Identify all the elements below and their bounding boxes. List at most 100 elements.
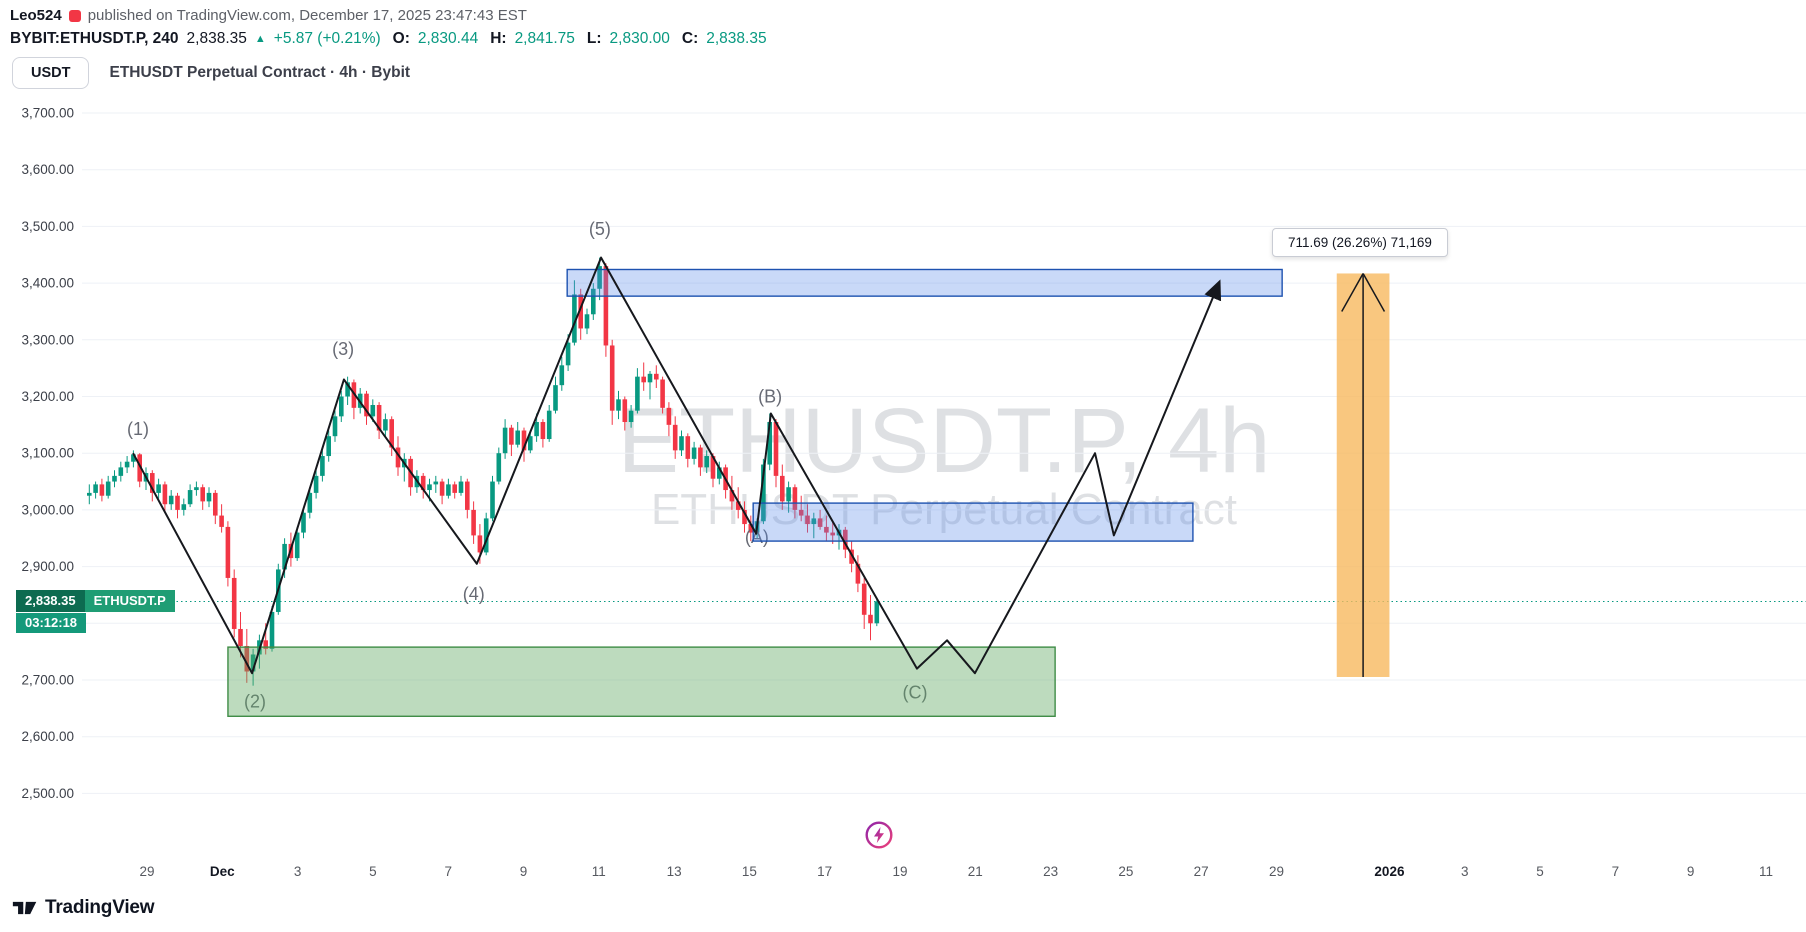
candle	[465, 478, 470, 519]
tradingview-logo[interactable]: TradingView	[12, 896, 155, 920]
candle	[603, 263, 609, 357]
time-axis-label: 15	[742, 864, 757, 879]
candle	[521, 427, 527, 462]
time-axis-label: 17	[817, 864, 832, 879]
low-label: L:	[586, 30, 602, 47]
flash-icon[interactable]	[864, 820, 894, 850]
badge-price: 2,838.35	[16, 590, 85, 612]
candle	[830, 521, 835, 544]
last-price: 2,838.35	[186, 30, 247, 47]
wave-label[interactable]: (4)	[463, 584, 485, 604]
candle	[490, 475, 495, 522]
supply-zone-upper[interactable]	[566, 268, 1283, 297]
candle	[660, 376, 665, 414]
candle	[805, 504, 810, 533]
wave-label[interactable]: (C)	[903, 682, 928, 702]
candle	[244, 628, 250, 683]
price-range-tool[interactable]	[1336, 273, 1390, 677]
candle	[200, 484, 205, 510]
price-axis-label: 2,900.00	[21, 559, 74, 574]
range-tool-value-label[interactable]: 711.69 (26.26%) 71,169	[1272, 228, 1448, 257]
candle	[849, 541, 854, 573]
time-axis-label: 25	[1118, 864, 1133, 879]
candle	[868, 594, 873, 641]
close-label: C:	[681, 30, 699, 47]
contract-title: ETHUSDT Perpetual Contract · 4h · Bybit	[109, 64, 411, 81]
currency-button[interactable]: USDT	[12, 57, 90, 89]
time-axis-label: 23	[1043, 864, 1058, 879]
candle	[294, 526, 300, 561]
candle	[376, 402, 382, 440]
candle	[420, 473, 426, 499]
high-label: H:	[490, 30, 507, 47]
time-axis-label: 9	[520, 864, 528, 879]
low-value: 2,830.00	[609, 30, 670, 47]
price-up-arrow-icon: ▲	[254, 33, 266, 45]
elliott-trend-line[interactable]	[132, 256, 1222, 675]
candle	[181, 498, 187, 516]
publish-header: Leo524 published on TradingView.com, Dec…	[10, 7, 527, 24]
candle	[269, 606, 275, 652]
time-axis-label: 11	[1759, 864, 1773, 879]
price-axis-label: 2,700.00	[21, 673, 74, 688]
candle	[483, 512, 489, 556]
candle	[773, 419, 779, 488]
candle	[150, 470, 155, 502]
open-value: 2,830.44	[417, 30, 479, 47]
time-axis-label: 13	[667, 864, 682, 879]
candle	[704, 450, 709, 474]
candle	[213, 490, 218, 525]
chart-toolbar: USDT ETHUSDT Perpetual Contract · 4h · B…	[12, 57, 410, 89]
watermark-symbol: ETHUSDT.P, 4h	[618, 390, 1271, 492]
candle	[540, 419, 546, 448]
wave-label[interactable]: (5)	[589, 219, 611, 239]
author-name: Leo524	[10, 7, 62, 24]
candle	[471, 501, 476, 544]
tradingview-logo-text: TradingView	[45, 897, 155, 918]
candle	[351, 379, 357, 420]
candle	[553, 376, 558, 414]
candle	[654, 365, 659, 388]
supply-zone-lower[interactable]	[752, 502, 1194, 542]
price-axis-label: 3,400.00	[21, 276, 74, 291]
candle	[786, 481, 791, 513]
wave-label[interactable]: (2)	[244, 692, 266, 712]
candle	[748, 515, 754, 542]
candle	[666, 402, 672, 437]
candle	[326, 430, 331, 462]
candle	[332, 410, 338, 442]
candle	[446, 478, 451, 499]
wave-label[interactable]: (A)	[745, 527, 769, 547]
wave-label[interactable]: (B)	[758, 387, 782, 407]
time-axis-label: Dec	[210, 864, 235, 879]
candle	[225, 521, 231, 587]
time-axis-label: 2026	[1374, 864, 1405, 879]
candle	[206, 487, 212, 508]
candle	[515, 422, 520, 448]
time-axis-label: 29	[1269, 864, 1284, 879]
candle	[112, 470, 117, 488]
wave-label[interactable]: (1)	[127, 419, 149, 439]
candle	[792, 484, 798, 519]
candle	[175, 492, 180, 519]
price-axis-label: 3,200.00	[21, 389, 74, 404]
candle-countdown: 03:12:18	[16, 613, 87, 633]
candle	[861, 577, 867, 629]
candle	[87, 484, 92, 505]
candle	[622, 396, 628, 431]
candle	[194, 481, 199, 496]
candle	[584, 308, 590, 335]
author-badge-icon	[68, 9, 81, 22]
candle	[339, 390, 344, 423]
candle	[729, 475, 735, 510]
candle	[717, 461, 722, 485]
demand-zone[interactable]	[227, 646, 1056, 717]
symbol-quote-row: BYBIT:ETHUSDT.P, 240 2,838.35 ▲ +5.87 (+…	[10, 30, 767, 48]
time-axis-label: 21	[968, 864, 983, 879]
candle	[458, 475, 464, 496]
candle	[855, 555, 861, 593]
price-axis-badge: 2,838.35 ETHUSDT.P	[16, 590, 175, 612]
wave-label[interactable]: (3)	[332, 339, 354, 359]
candle	[591, 283, 596, 320]
